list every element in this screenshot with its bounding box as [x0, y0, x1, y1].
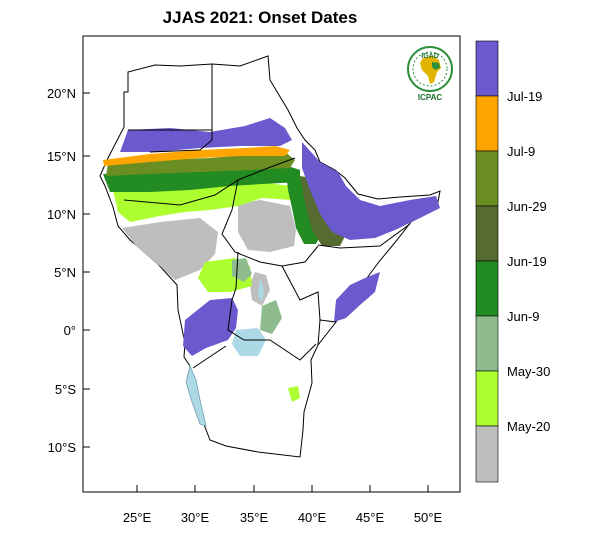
lon-label-25e: 25°E — [123, 510, 152, 525]
onset-may20-sahel — [113, 182, 292, 222]
onset-jul19-north — [120, 118, 292, 152]
lon-label-40e: 40°E — [298, 510, 327, 525]
legend-label-jun29: Jun-29 — [507, 199, 547, 214]
logo-icpac-text: ICPAC — [418, 93, 443, 102]
onset-may30-kenya — [260, 300, 282, 334]
legend-label-jul9: Jul-9 — [507, 144, 535, 159]
lake-turkana — [258, 278, 264, 302]
lat-label-10n: 10°N — [47, 207, 76, 222]
legend-swatch-jul9 — [475, 95, 499, 152]
lat-label-5s: 5°S — [55, 382, 76, 397]
legend-label-jun19: Jun-19 — [507, 254, 547, 269]
onset-jul19-great-lakes — [183, 298, 238, 356]
lon-label-35e: 35°E — [240, 510, 269, 525]
igad-region-icon — [432, 62, 440, 70]
igad-icpac-logo: IGAD ICPAC — [407, 46, 453, 102]
axis-ticks — [83, 92, 429, 492]
lat-label-5n: 5°N — [54, 265, 76, 280]
nodata-region-south-sudan — [122, 218, 218, 280]
lat-label-20n: 20°N — [47, 86, 76, 101]
lake-tanganyika — [185, 364, 207, 427]
legend-colorbar — [475, 40, 499, 483]
onset-jun29-band — [106, 152, 295, 176]
lon-label-45e: 45°E — [356, 510, 385, 525]
lon-label-50e: 50°E — [414, 510, 443, 525]
legend-label-may20: May-20 — [507, 419, 550, 434]
onset-may20-coast — [288, 386, 300, 402]
onset-jul19-somalia — [334, 272, 380, 322]
legend-swatch-jun9 — [475, 260, 499, 317]
lake-victoria — [232, 328, 266, 356]
legend-swatch-jul19 — [475, 40, 499, 97]
legend-label-jul19: Jul-19 — [507, 89, 542, 104]
logo-igad-text: IGAD — [421, 53, 439, 60]
lat-label-10s: 10°S — [48, 440, 77, 455]
onset-jun9-sahel — [103, 165, 300, 192]
legend-label-may30: May-30 — [507, 364, 550, 379]
map-title: JJAS 2021: Onset Dates — [162, 8, 358, 27]
country-borders — [123, 64, 411, 369]
lon-label-30e: 30°E — [181, 510, 210, 525]
legend-swatch-jun29 — [475, 150, 499, 207]
logo-laurel — [412, 51, 448, 87]
onset-jul19-ethiopia — [302, 142, 440, 240]
legend-swatch-nodata — [475, 425, 499, 483]
legend-swatch-may20 — [475, 370, 499, 427]
legend-swatch-jun19 — [475, 205, 499, 262]
onset-jul9-band — [103, 146, 290, 166]
legend-label-jun9: Jun-9 — [507, 309, 540, 324]
lat-label-15n: 15°N — [47, 149, 76, 164]
nodata-region-ethiopia — [238, 200, 296, 252]
legend-swatch-may30 — [475, 315, 499, 372]
lat-label-0: 0° — [64, 323, 76, 338]
